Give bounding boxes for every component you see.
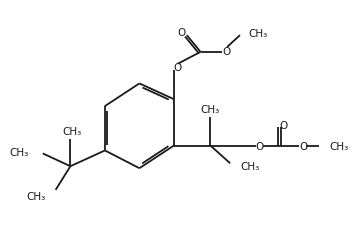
Text: CH₃: CH₃ — [240, 162, 259, 171]
Text: CH₃: CH₃ — [201, 105, 220, 115]
Text: O: O — [174, 62, 182, 72]
Text: CH₃: CH₃ — [10, 148, 29, 158]
Text: O: O — [256, 141, 264, 151]
Text: CH₃: CH₃ — [27, 191, 46, 201]
Text: CH₃: CH₃ — [63, 126, 82, 136]
Text: O: O — [299, 141, 307, 151]
Text: O: O — [279, 120, 287, 130]
Text: O: O — [222, 47, 230, 57]
Text: CH₃: CH₃ — [330, 141, 349, 151]
Text: O: O — [178, 28, 186, 38]
Text: CH₃: CH₃ — [249, 29, 268, 39]
